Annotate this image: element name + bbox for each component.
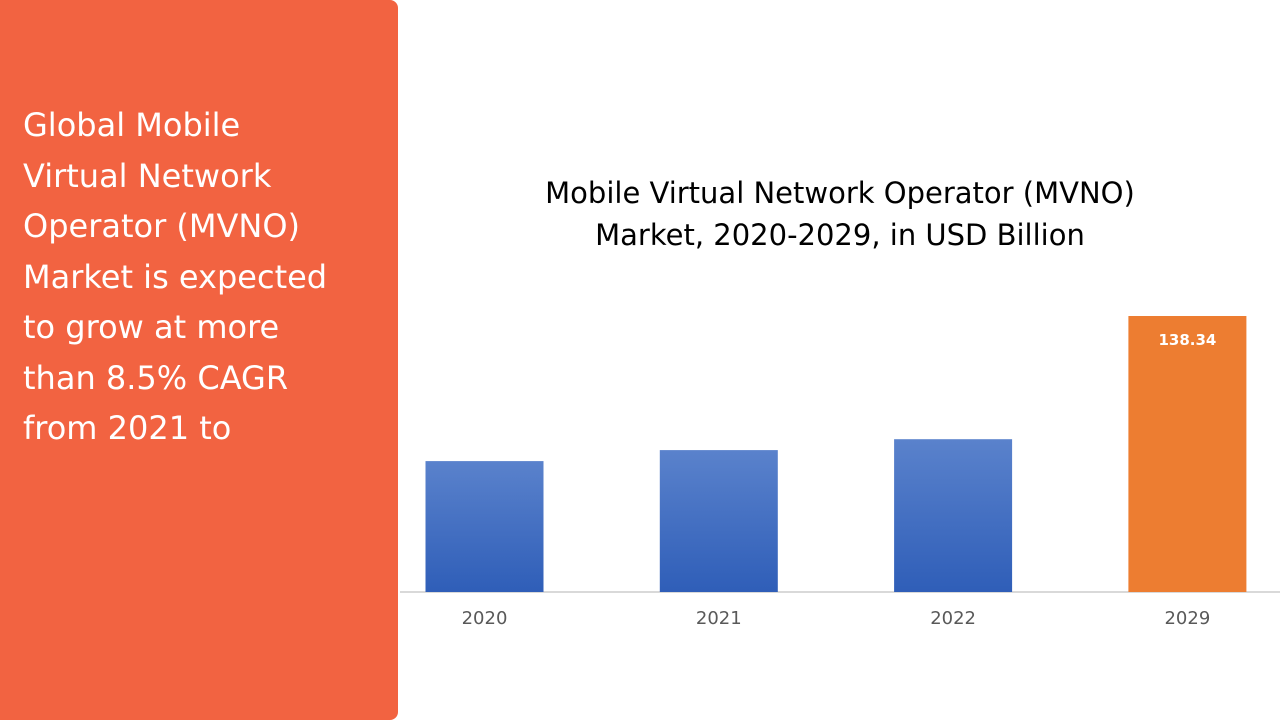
- side-panel-text: Global Mobile Virtual Network Operator (…: [23, 106, 328, 447]
- bar-2021: [659, 450, 778, 592]
- bar-2022: [894, 439, 1013, 592]
- chart-title-line1: Mobile Virtual Network Operator (MVNO): [545, 176, 1135, 210]
- bar-2020: [425, 461, 544, 592]
- side-panel: Global Mobile Virtual Network Operator (…: [0, 0, 398, 720]
- bar-2029: [1128, 316, 1247, 592]
- data-label-2029: 138.34: [1158, 331, 1216, 349]
- chart-title-line2: Market, 2020-2029, in USD Billion: [595, 218, 1085, 252]
- x-tick-label-2022: 2022: [930, 608, 976, 629]
- x-tick-label-2020: 2020: [462, 608, 508, 629]
- x-tick-label-2021: 2021: [696, 608, 742, 629]
- x-tick-label-2029: 2029: [1164, 608, 1210, 629]
